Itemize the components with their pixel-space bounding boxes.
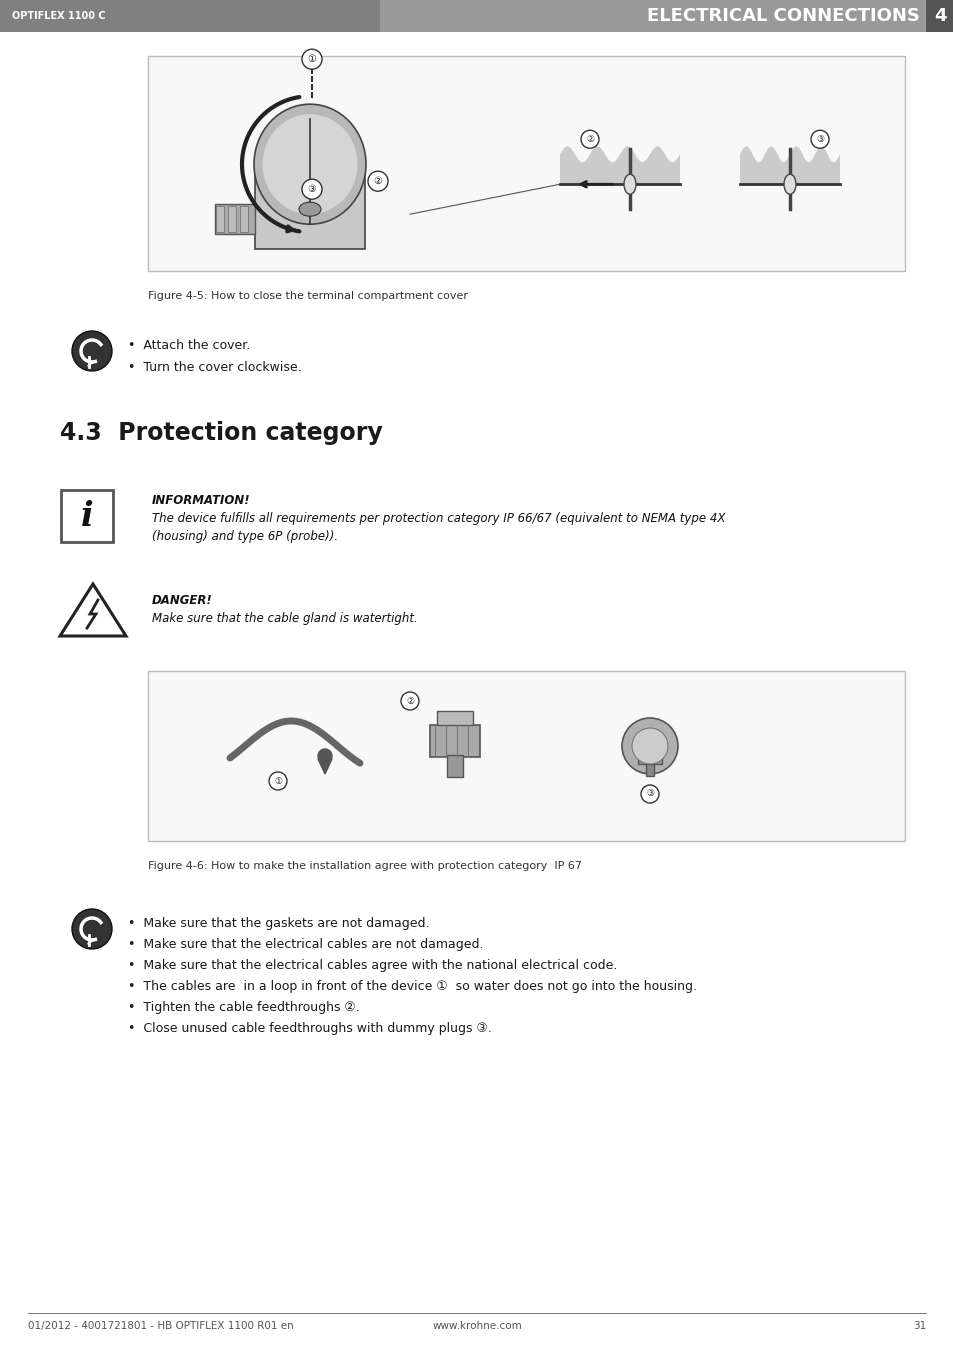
Ellipse shape [262, 115, 357, 215]
Bar [436, 711, 473, 725]
Text: 01/2012 - 4001721801 - HB OPTIFLEX 1100 R01 en: 01/2012 - 4001721801 - HB OPTIFLEX 1100 … [28, 1321, 294, 1331]
Text: ①: ① [274, 777, 282, 785]
Text: •  The cables are  in a loop in front of the device ①  so water does not go into: • The cables are in a loop in front of t… [128, 979, 697, 993]
Text: ELECTRICAL CONNECTIONS: ELECTRICAL CONNECTIONS [646, 7, 919, 26]
Circle shape [640, 785, 659, 802]
Bar [61, 490, 112, 542]
Text: ①: ① [307, 54, 316, 65]
Text: (housing) and type 6P (probe)).: (housing) and type 6P (probe)). [152, 530, 337, 543]
Bar [430, 725, 479, 757]
Bar [215, 207, 224, 232]
Circle shape [621, 717, 678, 774]
Bar [447, 755, 462, 777]
Circle shape [302, 180, 322, 199]
Text: 4: 4 [933, 7, 945, 26]
Text: 4.3  Protection category: 4.3 Protection category [60, 422, 382, 444]
Polygon shape [60, 584, 126, 636]
Ellipse shape [253, 104, 366, 224]
Bar [638, 757, 661, 765]
Text: Figure 4-6: How to make the installation agree with protection category  IP 67: Figure 4-6: How to make the installation… [148, 861, 581, 871]
Polygon shape [317, 759, 332, 774]
Text: Make sure that the cable gland is watertight.: Make sure that the cable gland is watert… [152, 612, 417, 626]
Text: DANGER!: DANGER! [152, 594, 213, 607]
Ellipse shape [623, 174, 636, 195]
Text: OPTIFLEX 1100 C: OPTIFLEX 1100 C [12, 11, 106, 22]
Bar [240, 207, 248, 232]
Text: 31: 31 [912, 1321, 925, 1331]
Circle shape [317, 748, 332, 763]
Circle shape [71, 331, 112, 372]
Bar [148, 671, 904, 842]
Text: www.krohne.com: www.krohne.com [432, 1321, 521, 1331]
Text: INFORMATION!: INFORMATION! [152, 494, 251, 507]
Text: ③: ③ [645, 789, 654, 798]
Circle shape [810, 130, 828, 149]
Text: •  Make sure that the electrical cables agree with the national electrical code.: • Make sure that the electrical cables a… [128, 959, 617, 971]
Bar [645, 761, 654, 775]
Circle shape [368, 172, 388, 192]
Circle shape [631, 728, 667, 765]
Bar [925, 0, 953, 32]
Circle shape [71, 909, 112, 948]
Text: •  Attach the cover.: • Attach the cover. [128, 339, 250, 353]
Text: •  Turn the cover clockwise.: • Turn the cover clockwise. [128, 361, 301, 374]
Bar [0, 0, 379, 32]
Text: Figure 4-5: How to close the terminal compartment cover: Figure 4-5: How to close the terminal co… [148, 290, 468, 301]
Bar [254, 165, 365, 249]
Circle shape [269, 771, 287, 790]
Bar [228, 207, 235, 232]
Text: ②: ② [406, 697, 414, 705]
Circle shape [580, 130, 598, 149]
Text: The device fulfills all requirements per protection category IP 66/67 (equivalen: The device fulfills all requirements per… [152, 512, 724, 526]
Bar [148, 55, 904, 272]
Bar [0, 0, 953, 32]
Text: ③: ③ [307, 184, 316, 195]
Circle shape [302, 49, 322, 69]
Text: ②: ② [374, 176, 382, 186]
Text: •  Close unused cable feedthroughs with dummy plugs ③.: • Close unused cable feedthroughs with d… [128, 1021, 491, 1035]
Text: ②: ② [585, 135, 594, 143]
Text: •  Tighten the cable feedthroughs ②.: • Tighten the cable feedthroughs ②. [128, 1001, 359, 1015]
Ellipse shape [298, 203, 320, 216]
Bar [214, 204, 254, 234]
Text: •  Make sure that the gaskets are not damaged.: • Make sure that the gaskets are not dam… [128, 917, 429, 929]
Text: ③: ③ [815, 135, 823, 143]
Text: •  Make sure that the electrical cables are not damaged.: • Make sure that the electrical cables a… [128, 938, 483, 951]
Text: i: i [81, 500, 93, 532]
Circle shape [400, 692, 418, 711]
Ellipse shape [783, 174, 795, 195]
